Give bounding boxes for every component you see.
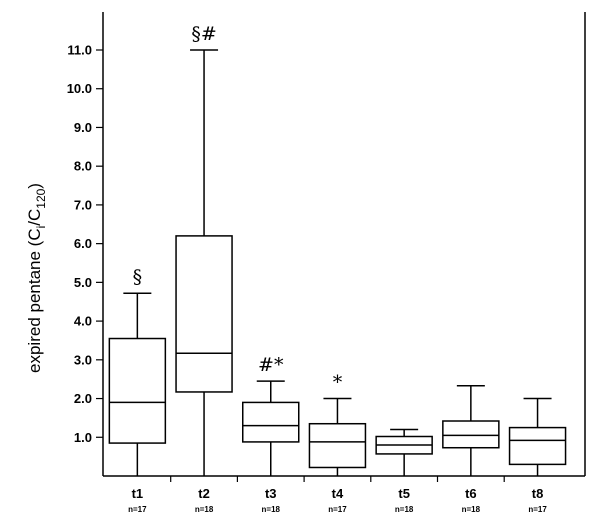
y-tick-label: 10.0 bbox=[67, 81, 92, 96]
box-t6 bbox=[442, 385, 500, 476]
sample-size-label: n=17 bbox=[528, 505, 547, 514]
box-t3: #* bbox=[242, 354, 300, 476]
iqr-box bbox=[442, 420, 500, 449]
y-tick-label: 1.0 bbox=[74, 430, 92, 445]
y-tick-label: 8.0 bbox=[74, 159, 92, 174]
significance-annotation: §# bbox=[191, 23, 216, 45]
y-axis: 1.0 2.0 3.0 4.0 5.0 6.0 7.0 8.0 9.0 10.0 11.0 bbox=[67, 43, 103, 445]
y-tick-label: 2.0 bbox=[74, 391, 92, 406]
x-axis: t1 n=17 t2 n=18 t3 n=18 t4 n=17 t5 n=18 t6 n=18 t8 n=… bbox=[128, 476, 547, 514]
y-tick-label: 3.0 bbox=[74, 352, 92, 367]
sample-size-label: n=18 bbox=[395, 505, 414, 514]
x-category-label: t2 bbox=[198, 486, 210, 501]
y-axis-label: expired pentane (Ci/C120) bbox=[25, 183, 48, 373]
boxes: § §# #* * bbox=[108, 23, 567, 476]
x-category-label: t8 bbox=[532, 486, 544, 501]
y-tick-label: 7.0 bbox=[74, 197, 92, 212]
sample-size-label: n=18 bbox=[262, 505, 281, 514]
x-category-label: t5 bbox=[398, 486, 410, 501]
significance-annotation: * bbox=[333, 372, 343, 394]
x-category-label: t6 bbox=[465, 486, 477, 501]
sample-size-label: n=17 bbox=[128, 505, 147, 514]
y-tick-label: 4.0 bbox=[74, 314, 92, 329]
y-tick-label: 9.0 bbox=[74, 120, 92, 135]
y-tick-label: 6.0 bbox=[74, 236, 92, 251]
x-category-label: t1 bbox=[132, 486, 144, 501]
box-t4: * bbox=[308, 372, 367, 476]
iqr-box bbox=[242, 401, 300, 443]
x-category-label: t4 bbox=[332, 486, 344, 501]
box-t1: § bbox=[108, 266, 167, 476]
iqr-box bbox=[508, 426, 567, 466]
x-category-label: t3 bbox=[265, 486, 277, 501]
sample-size-label: n=18 bbox=[195, 505, 214, 514]
sample-size-label: n=18 bbox=[462, 505, 481, 514]
iqr-box bbox=[308, 422, 367, 469]
y-tick-label: 11.0 bbox=[67, 43, 92, 58]
iqr-box bbox=[108, 337, 167, 444]
significance-annotation: § bbox=[133, 266, 143, 288]
box-t8 bbox=[508, 397, 567, 476]
box-t5 bbox=[375, 428, 433, 476]
sample-size-label: n=17 bbox=[328, 505, 347, 514]
box-t2: §# bbox=[175, 23, 233, 476]
iqr-box bbox=[175, 235, 233, 393]
y-tick-label: 5.0 bbox=[74, 275, 92, 290]
significance-annotation: #* bbox=[258, 354, 284, 376]
